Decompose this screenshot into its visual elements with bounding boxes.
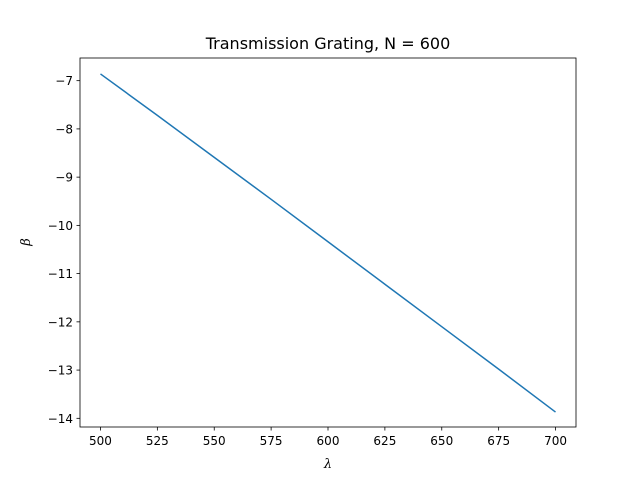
y-tick-label: −13 <box>48 364 73 378</box>
y-axis-label: β <box>19 238 34 247</box>
y-tick-label: −8 <box>55 122 73 136</box>
x-tick-label: 500 <box>89 434 112 448</box>
chart-title: Transmission Grating, N = 600 <box>205 34 451 53</box>
x-tick-label: 625 <box>373 434 396 448</box>
y-tick-label: −14 <box>48 412 73 426</box>
series-line-0 <box>100 73 556 413</box>
y-tick-label: −7 <box>55 74 73 88</box>
y-tick-label: −11 <box>48 267 73 281</box>
x-tick-label: 675 <box>487 434 510 448</box>
x-tick-label: 525 <box>146 434 169 448</box>
y-tick-label: −12 <box>48 315 73 329</box>
y-tick-label: −10 <box>48 219 73 233</box>
x-tick-label: 700 <box>544 434 567 448</box>
y-tick-label: −9 <box>55 171 73 185</box>
plot-area: 500 525 550 575 600 625 650 675 700 −7 −8 −9 −10 −11 −… <box>48 57 577 448</box>
x-tick-label: 575 <box>260 434 283 448</box>
x-tick-label: 650 <box>430 434 453 448</box>
x-axis-label: λ <box>323 457 332 472</box>
x-tick-label: 550 <box>203 434 226 448</box>
x-tick-label: 600 <box>317 434 340 448</box>
